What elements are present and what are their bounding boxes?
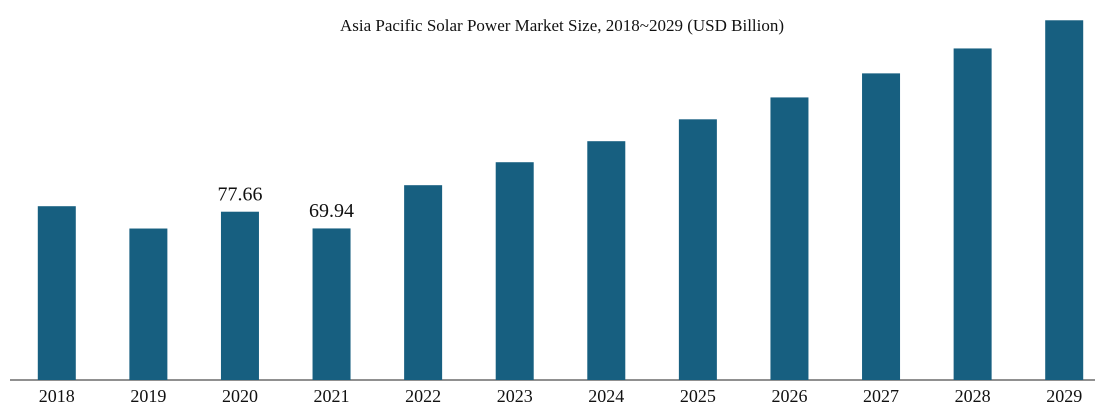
bar <box>220 211 259 380</box>
bar <box>312 228 351 380</box>
x-tick-label: 2027 <box>863 386 899 406</box>
bar <box>770 97 809 380</box>
x-tick-label: 2023 <box>497 386 533 406</box>
x-tick-label: 2020 <box>222 386 258 406</box>
x-tick-label: 2022 <box>405 386 441 406</box>
bar <box>678 119 717 380</box>
x-tick-label: 2021 <box>314 386 350 406</box>
bar <box>129 228 168 380</box>
x-tick-label: 2028 <box>955 386 991 406</box>
bar <box>587 141 626 380</box>
chart-title: Asia Pacific Solar Power Market Size, 20… <box>340 16 784 35</box>
x-tick-label: 2024 <box>588 386 624 406</box>
bar <box>862 73 901 380</box>
x-tick-label: 2029 <box>1046 386 1082 406</box>
x-tick-label: 2026 <box>771 386 807 406</box>
x-tick-label: 2019 <box>130 386 166 406</box>
data-label: 69.94 <box>309 200 354 222</box>
data-label: 77.66 <box>217 183 262 205</box>
x-tick-label: 2025 <box>680 386 716 406</box>
bar <box>495 162 534 380</box>
x-tick-label: 2018 <box>39 386 75 406</box>
bar <box>1045 20 1084 380</box>
bar <box>37 206 76 380</box>
bar <box>404 185 443 380</box>
bar <box>953 48 992 380</box>
